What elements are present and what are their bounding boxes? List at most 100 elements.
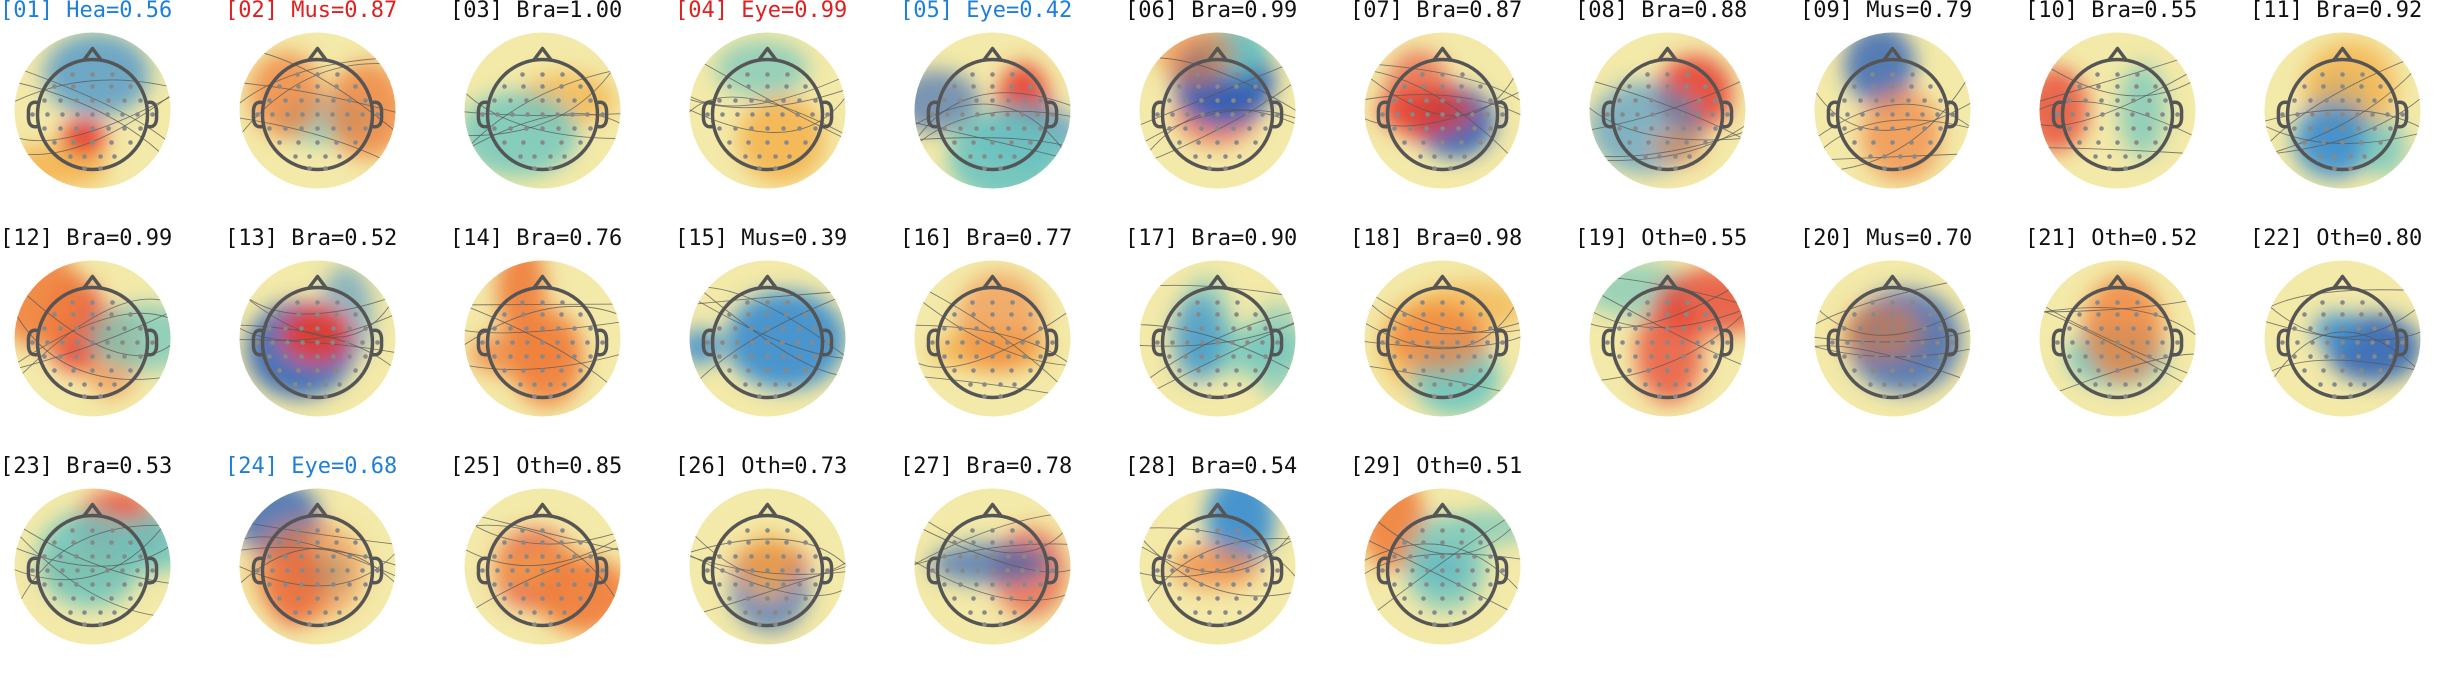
- electrode-dot: [540, 140, 545, 145]
- electrode-dot: [90, 582, 95, 587]
- electrode-dot: [1424, 126, 1429, 131]
- electrode-dot: [1920, 112, 1925, 117]
- nose-marker: [757, 274, 778, 290]
- electrode-dot: [1395, 112, 1400, 117]
- right-ear-marker: [1272, 328, 1284, 357]
- head-outline: [2285, 285, 2400, 400]
- electrode-dot: [106, 582, 111, 587]
- electrode-dot: [2135, 300, 2140, 305]
- electrode-dot: [1455, 112, 1460, 117]
- topomap-activity-blob: [1171, 295, 1225, 383]
- electrode-dot: [1038, 554, 1043, 559]
- electrode-dot: [109, 84, 114, 89]
- electrode-dot: [267, 582, 272, 587]
- electrode-dot: [1485, 112, 1490, 117]
- nose-marker: [757, 502, 778, 518]
- electrode-dot: [267, 354, 272, 359]
- electrode-dot: [1627, 312, 1632, 317]
- electrode-dot: [492, 354, 497, 359]
- electrode-dot: [1177, 540, 1182, 545]
- nose-marker: [82, 502, 103, 518]
- electrode-dot: [283, 98, 288, 103]
- electrode-dot: [1635, 112, 1640, 117]
- electrode-dot: [1890, 312, 1895, 317]
- electrode-dot: [2325, 340, 2330, 345]
- electrode-dot: [2385, 112, 2390, 117]
- electrode-dot: [757, 166, 762, 171]
- electrode-dot: [255, 340, 260, 345]
- electrode-dot: [70, 528, 75, 533]
- electrode-dots: [1605, 72, 1730, 171]
- head-outline: [260, 57, 375, 172]
- electrode-dot: [45, 568, 50, 573]
- electrode-dot: [492, 98, 497, 103]
- electrode-dots: [255, 300, 380, 399]
- electrode-dot: [765, 368, 770, 373]
- electrode-dot: [727, 140, 732, 145]
- electrode-dots: [2055, 300, 2180, 399]
- electrode-dot: [2096, 140, 2101, 145]
- electrode-dot: [585, 112, 590, 117]
- electrode-dot: [347, 98, 352, 103]
- left-ear-marker: [1601, 328, 1613, 357]
- electrode-dot: [1231, 354, 1236, 359]
- electrode-dot: [1234, 540, 1239, 545]
- electrode-dot: [1402, 140, 1407, 145]
- electrode-dot: [720, 340, 725, 345]
- electrode-dot: [813, 126, 818, 131]
- right-ear-marker: [2397, 100, 2409, 129]
- electrode-dot: [556, 126, 561, 131]
- electrode-dot: [2153, 140, 2158, 145]
- electrode-dot: [1392, 126, 1397, 131]
- electrode-dot: [2163, 326, 2168, 331]
- electrode-dot: [520, 528, 525, 533]
- electrode-dot: [570, 568, 575, 573]
- electrode-dot: [1875, 112, 1880, 117]
- electrode-dot: [138, 354, 143, 359]
- electrode-dot: [1673, 154, 1678, 159]
- electrode-dot: [307, 154, 312, 159]
- electrode-dot: [2370, 112, 2375, 117]
- left-ear-marker: [1376, 556, 1388, 585]
- electrode-dot: [1006, 98, 1011, 103]
- topomap-contour-line: [1589, 306, 1746, 328]
- electrode-dots: [30, 72, 155, 171]
- electrode-dot: [578, 368, 583, 373]
- topomap-contour-line: [14, 509, 171, 581]
- electrode-dot: [2123, 166, 2128, 171]
- electrode-dot: [1605, 340, 1610, 345]
- electrode-dot: [2340, 312, 2345, 317]
- component-label: [04] Eye=0.99: [675, 0, 848, 23]
- electrode-dot: [2115, 84, 2120, 89]
- electrode-dot: [315, 368, 320, 373]
- electrode-dot: [277, 368, 282, 373]
- topomap-contour-line: [1139, 530, 1296, 597]
- electrode-dot: [375, 568, 380, 573]
- electrode-dot: [970, 300, 975, 305]
- electrode-dot: [559, 140, 564, 145]
- electrode-dot: [315, 354, 320, 359]
- component-cell: [28] Bra=0.54: [1125, 454, 1350, 676]
- electrode-dot: [1247, 554, 1252, 559]
- topomap-contour-line: [1589, 121, 1746, 161]
- electrode-dot: [1472, 554, 1477, 559]
- electrode-dot: [270, 568, 275, 573]
- electrode-dot: [2372, 126, 2377, 131]
- electrode-dot: [1488, 126, 1493, 131]
- topomap-activity-blob: [1403, 514, 1487, 612]
- electrode-dot: [958, 98, 963, 103]
- electrode-dot: [2332, 382, 2337, 387]
- electrode-dot: [2302, 140, 2307, 145]
- right-ear-marker: [1497, 556, 1509, 585]
- electrode-dot: [1392, 98, 1397, 103]
- electrode-dot: [2308, 126, 2313, 131]
- electrode-dot: [1868, 154, 1873, 159]
- electrode-dot: [2362, 382, 2367, 387]
- electrode-dot: [2134, 312, 2139, 317]
- electrode-dot: [2310, 112, 2315, 117]
- electrode-dot: [1237, 382, 1242, 387]
- electrode-dot: [2340, 72, 2345, 77]
- electrode-dot: [2131, 98, 2136, 103]
- component-label: [09] Mus=0.79: [1800, 0, 1973, 23]
- electrode-dot: [1418, 154, 1423, 159]
